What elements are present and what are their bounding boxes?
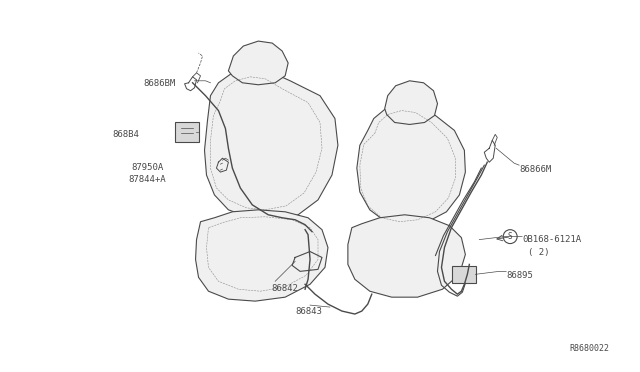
- Text: 87950A: 87950A: [132, 163, 164, 172]
- Text: 8686BM: 8686BM: [144, 79, 176, 88]
- Text: R8680022: R8680022: [569, 344, 609, 353]
- FancyBboxPatch shape: [175, 122, 198, 142]
- Text: 868B4: 868B4: [112, 131, 139, 140]
- Polygon shape: [205, 69, 338, 220]
- Text: 86866M: 86866M: [519, 165, 552, 174]
- Text: 86895: 86895: [506, 271, 533, 280]
- FancyBboxPatch shape: [452, 266, 476, 283]
- Text: 0B168-6121A: 0B168-6121A: [522, 235, 581, 244]
- Text: 86842: 86842: [271, 284, 298, 293]
- Polygon shape: [228, 41, 288, 85]
- Text: 87844+A: 87844+A: [129, 175, 166, 184]
- Polygon shape: [196, 210, 328, 301]
- Polygon shape: [385, 81, 438, 125]
- Text: S: S: [508, 232, 513, 241]
- Text: ( 2): ( 2): [528, 247, 550, 257]
- Polygon shape: [348, 215, 465, 297]
- Text: 86843: 86843: [295, 307, 322, 316]
- Polygon shape: [357, 104, 465, 225]
